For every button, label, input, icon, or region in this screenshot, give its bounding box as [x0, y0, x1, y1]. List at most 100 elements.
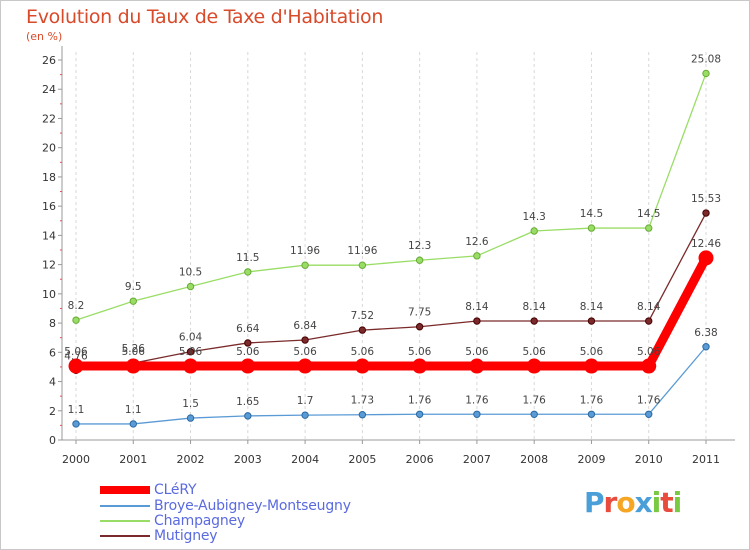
- data-label: 12.46: [691, 238, 721, 250]
- data-point: [297, 358, 313, 374]
- data-point: [702, 209, 710, 217]
- logo-letter: P: [584, 486, 605, 519]
- data-point: [72, 316, 80, 324]
- data-point: [473, 317, 481, 325]
- data-point: [530, 410, 538, 418]
- data-label: 11.96: [290, 245, 320, 257]
- y-tick-label: 22: [42, 112, 56, 125]
- x-tick-label: 2005: [348, 453, 376, 466]
- legend-label-mutigney: Mutigney: [154, 528, 218, 544]
- data-label: 8.14: [465, 301, 489, 313]
- data-point: [301, 411, 309, 419]
- data-point: [240, 358, 256, 374]
- data-point: [469, 358, 485, 374]
- data-label: 14.5: [580, 208, 603, 220]
- data-point: [186, 348, 195, 356]
- data-label: 7.52: [351, 310, 374, 322]
- data-point: [702, 343, 710, 351]
- data-label: 5.06: [351, 346, 375, 358]
- data-point: [125, 358, 141, 374]
- x-tick-label: 2001: [119, 453, 147, 466]
- data-label: 8.14: [522, 301, 546, 313]
- x-axis-ticks: 2000 2001 2002 2003 2004 2005 2006 2007 2008 2009…: [62, 440, 720, 466]
- data-point: [583, 358, 599, 374]
- data-label: 5.06: [637, 346, 661, 358]
- data-point: [587, 224, 596, 232]
- data-point: [587, 410, 596, 418]
- data-point: [530, 227, 538, 235]
- data-point: [244, 412, 252, 420]
- legend-item-broye[interactable]: Broye-Aubigney-Montseugny: [100, 498, 400, 514]
- x-tick-label: 2000: [62, 453, 90, 466]
- data-point: [68, 358, 84, 374]
- data-point: [473, 252, 481, 260]
- data-point: [641, 358, 657, 374]
- data-label: 5.06: [465, 346, 489, 358]
- data-label: 5.06: [236, 346, 260, 358]
- y-tick-label: 2: [49, 405, 56, 418]
- data-point: [698, 250, 714, 266]
- x-tick-label: 2002: [177, 453, 205, 466]
- data-label: 6.04: [179, 332, 203, 344]
- y-tick-label: 0: [49, 434, 56, 447]
- axes: [61, 46, 735, 441]
- logo-letter: i: [672, 486, 683, 519]
- data-label: 11.5: [236, 252, 259, 264]
- data-point: [415, 410, 424, 418]
- logo-letter: r: [603, 486, 618, 519]
- y-tick-label: 24: [42, 83, 56, 96]
- data-label: 1.1: [125, 404, 142, 416]
- data-label: 5.06: [580, 346, 604, 358]
- data-point: [358, 411, 367, 419]
- data-point: [186, 282, 195, 291]
- x-tick-label: 2010: [635, 453, 663, 466]
- data-label: 25.08: [691, 53, 721, 65]
- data-label: 6.38: [694, 327, 717, 339]
- data-labels: 5.06 5.06 5.06 5.06 5.06 5.06 5.06 5.06 5.06 5.06…: [64, 53, 721, 415]
- data-point: [244, 268, 252, 276]
- data-label: 5.06: [122, 346, 146, 358]
- logo-letter: o: [616, 486, 635, 519]
- y-tick-label: 16: [42, 200, 56, 213]
- data-point: [587, 317, 596, 325]
- y-tick-label: 6: [49, 346, 56, 359]
- series-line-1: [75, 346, 707, 425]
- chart-title: Evolution du Taux de Taxe d'Habitation: [26, 6, 384, 28]
- legend-swatch-clery: [100, 486, 150, 494]
- legend-label-broye: Broye-Aubigney-Montseugny: [154, 498, 351, 514]
- x-tick-label: 2008: [520, 453, 548, 466]
- data-label: 14.5: [637, 208, 660, 220]
- legend-item-mutigney[interactable]: Mutigney: [100, 528, 400, 544]
- data-label: 8.14: [580, 301, 604, 313]
- x-tick-label: 2006: [406, 453, 434, 466]
- data-label: 1.7: [297, 395, 314, 407]
- data-label: 1.76: [408, 394, 432, 406]
- data-label: 10.5: [179, 267, 202, 279]
- legend-swatch-mutigney: [100, 535, 150, 537]
- data-label: 1.5: [182, 398, 199, 410]
- data-point: [358, 326, 367, 334]
- data-point: [530, 317, 538, 325]
- data-label: 1.65: [236, 396, 259, 408]
- data-point: [244, 339, 252, 347]
- series-lines: [68, 69, 714, 428]
- data-label: 5.06: [293, 346, 317, 358]
- legend-item-champagney[interactable]: Champagney: [100, 513, 400, 529]
- data-label: 1.76: [522, 394, 546, 406]
- data-label: 6.84: [293, 320, 317, 332]
- proxiti-logo: Proxiti: [584, 486, 683, 519]
- data-label: 8.14: [637, 301, 661, 313]
- data-point: [129, 420, 137, 428]
- data-point: [301, 336, 309, 344]
- series-line-3: [75, 212, 707, 372]
- legend-item-clery[interactable]: CLéRY: [100, 482, 400, 498]
- data-label: 1.76: [465, 394, 489, 406]
- y-tick-label: 18: [42, 171, 56, 184]
- data-point: [473, 410, 481, 418]
- data-label: 6.64: [236, 323, 260, 335]
- x-tick-label: 2007: [463, 453, 491, 466]
- data-point: [183, 358, 199, 374]
- legend-swatch-champagney: [100, 520, 150, 522]
